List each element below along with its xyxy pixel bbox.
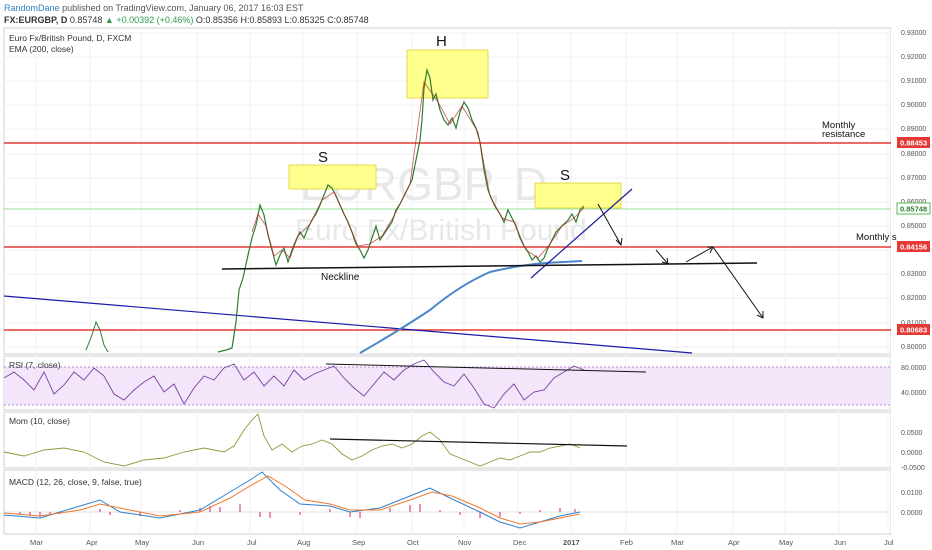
price-label-resistance: 0.88453 bbox=[897, 137, 930, 148]
macd-signal-line bbox=[3, 475, 581, 525]
ohlc-close: C:0.85748 bbox=[327, 15, 369, 25]
rsi-band bbox=[4, 367, 891, 405]
rising-trendline[interactable] bbox=[530, 188, 633, 279]
mom-title: Mom (10, close) bbox=[9, 416, 70, 426]
ohlc-high: H:0.85893 bbox=[240, 15, 283, 25]
price-tick: 0.87000 bbox=[901, 175, 926, 182]
symbol-name[interactable]: FX:EURGBP, D bbox=[4, 15, 68, 25]
time-label: Sep bbox=[352, 538, 365, 547]
price-tick: 0.89000 bbox=[901, 126, 926, 133]
candles[interactable] bbox=[85, 67, 585, 353]
macd-tick: 0.0100 bbox=[901, 490, 923, 497]
time-axis[interactable]: Mar Apr May Jun Jul Aug Sep Oct Nov Dec … bbox=[30, 538, 894, 547]
publish-line: RandomDane published on TradingView.com,… bbox=[4, 3, 304, 13]
macd-pane[interactable] bbox=[3, 469, 892, 535]
last-price: 0.85748 bbox=[69, 15, 103, 25]
rsi-line bbox=[3, 359, 585, 409]
time-label: 2017 bbox=[563, 538, 580, 547]
price-tick: 0.90000 bbox=[901, 102, 926, 109]
price-label-current: 0.85748 bbox=[896, 202, 931, 215]
price-label-lower: 0.80683 bbox=[897, 324, 930, 335]
price-tick: 0.81000 bbox=[901, 320, 926, 327]
time-label: Aug bbox=[297, 538, 310, 547]
head-label: H bbox=[436, 33, 447, 50]
projection-arrows[interactable] bbox=[597, 203, 764, 319]
rsi-tick: 40.0000 bbox=[901, 390, 926, 397]
svg-text:0.88453: 0.88453 bbox=[900, 139, 927, 148]
chart-header: RandomDane published on TradingView.com,… bbox=[0, 0, 932, 30]
mom-tick: -0.0500 bbox=[901, 465, 925, 472]
ema-label: EMA (200, close) bbox=[9, 44, 74, 54]
price-tick: 0.92000 bbox=[901, 54, 926, 61]
ema-200-line bbox=[359, 260, 583, 354]
time-label: Apr bbox=[86, 538, 98, 547]
rsi-title: RSI (7, close) bbox=[9, 360, 61, 370]
right-shoulder-box[interactable] bbox=[534, 182, 622, 209]
price-tick: 0.85000 bbox=[901, 223, 926, 230]
time-label: Jul bbox=[247, 538, 257, 547]
symbol-line: FX:EURGBP, D 0.85748 ▲ +0.00392 (+0.46%)… bbox=[4, 15, 369, 25]
price-change: ▲ +0.00392 (+0.46%) bbox=[104, 15, 194, 25]
svg-text:0.80683: 0.80683 bbox=[900, 326, 927, 335]
macd-title: MACD (12, 26, close, 9, false, true) bbox=[9, 477, 142, 487]
price-tick: 0.83000 bbox=[901, 271, 926, 278]
right-shoulder-label: S bbox=[560, 167, 570, 184]
rsi-tick: 80.0000 bbox=[901, 365, 926, 372]
svg-text:0.84156: 0.84156 bbox=[900, 243, 927, 252]
ohlc-open: O:0.85356 bbox=[195, 15, 238, 25]
time-label: Apr bbox=[728, 538, 740, 547]
main-grid bbox=[4, 28, 891, 534]
main-pane-title: Euro Fx/British Pound, D, FXCM bbox=[9, 33, 131, 43]
watermark-name: Euro Fx/British Pound bbox=[295, 214, 587, 247]
publish-info: published on TradingView.com, January 06… bbox=[62, 3, 304, 13]
monthly-support-label: Monthly s bbox=[856, 232, 897, 243]
time-label: Jul bbox=[884, 538, 894, 547]
ohlc-low: L:0.85325 bbox=[284, 15, 325, 25]
mom-tick: 0.0000 bbox=[901, 450, 923, 457]
left-shoulder-label: S bbox=[318, 149, 328, 166]
macd-tick: 0.0000 bbox=[901, 510, 923, 517]
mom-pane[interactable] bbox=[3, 411, 892, 469]
mom-tick: 0.0500 bbox=[901, 430, 923, 437]
author-link[interactable]: RandomDane bbox=[4, 3, 60, 13]
monthly-resistance-label-1: Monthly bbox=[822, 120, 856, 131]
svg-text:0.85748: 0.85748 bbox=[900, 205, 927, 214]
mom-divergence-line[interactable] bbox=[329, 438, 628, 447]
price-tick: 0.88000 bbox=[901, 151, 926, 158]
time-label: Jun bbox=[834, 538, 846, 547]
price-tick: 0.93000 bbox=[901, 30, 926, 37]
time-label: May bbox=[779, 538, 793, 547]
time-label: Jun bbox=[192, 538, 204, 547]
neckline-label: Neckline bbox=[321, 272, 360, 283]
long-trendline[interactable] bbox=[3, 295, 693, 354]
price-tick: 0.80000 bbox=[901, 344, 926, 351]
price-tick: 0.91000 bbox=[901, 78, 926, 85]
price-axis[interactable] bbox=[891, 28, 932, 534]
price-label-support: 0.84156 bbox=[897, 241, 930, 252]
macd-line bbox=[3, 471, 581, 529]
time-label: Mar bbox=[671, 538, 684, 547]
time-label: May bbox=[135, 538, 149, 547]
price-tick: 0.82000 bbox=[901, 295, 926, 302]
mom-line bbox=[3, 413, 581, 467]
time-label: Dec bbox=[513, 538, 527, 547]
time-label: Nov bbox=[458, 538, 472, 547]
head-box[interactable] bbox=[406, 49, 489, 99]
rsi-divergence-line[interactable] bbox=[325, 363, 647, 373]
time-label: Oct bbox=[407, 538, 420, 547]
left-shoulder-box[interactable] bbox=[288, 164, 377, 190]
monthly-resistance-label-2: resistance bbox=[822, 129, 865, 140]
time-label: Feb bbox=[620, 538, 633, 547]
time-label: Mar bbox=[30, 538, 43, 547]
